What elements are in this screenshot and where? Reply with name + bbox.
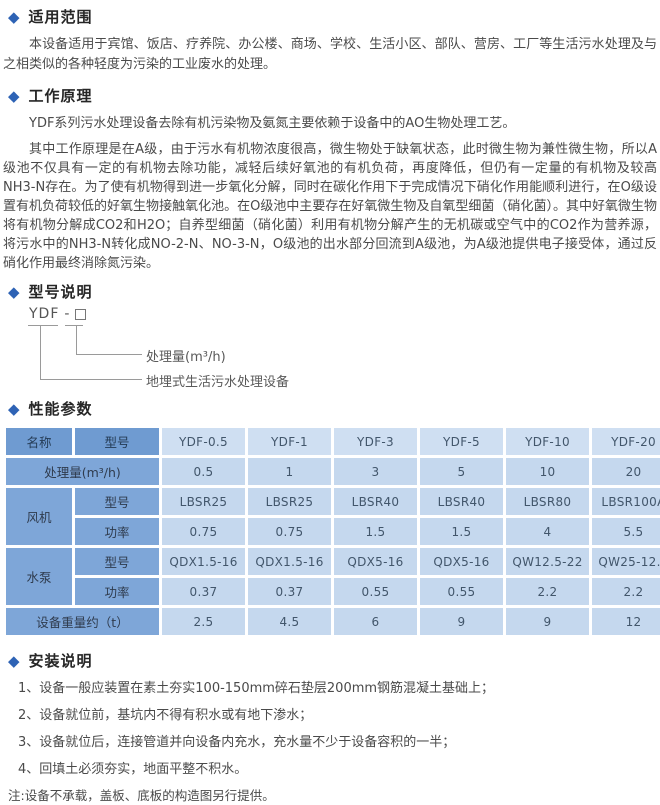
pump-power-value: 2.2 — [506, 578, 589, 605]
install-item: 3、设备就位后，连接管道并向设备内充水，充水量不少于设备容积的一半； — [18, 735, 456, 750]
section-title: 工作原理 — [28, 87, 93, 105]
capacity-value: 5 — [420, 458, 503, 485]
model-code: YDF - — [29, 306, 87, 322]
pump-model-value: QW12.5-22 — [506, 548, 589, 575]
pump-group-label: 水泵 — [6, 548, 72, 605]
capacity-value: 1 — [248, 458, 331, 485]
weight-value: 4.5 — [248, 608, 331, 635]
fan-power-label: 功率 — [75, 518, 159, 545]
pump-power-row: 功率 0.37 0.37 0.55 0.55 2.2 2.2 — [6, 578, 660, 605]
section-heading-install: ◆ 安装说明 — [3, 650, 657, 671]
model-column-header: YDF-1 — [248, 428, 331, 455]
fan-model-label: 型号 — [75, 488, 159, 515]
fan-model-row: 风机 型号 LBSR25 LBSR25 LBSR40 LBSR40 LBSR80… — [6, 488, 660, 545]
model-connector-line — [76, 325, 77, 354]
fan-model-value: LBSR25 — [162, 488, 245, 515]
model-connector-line — [76, 354, 142, 355]
capacity-value: 20 — [592, 458, 660, 485]
model-series: YDF — [29, 306, 60, 322]
corner-model-cell: 型号 — [75, 428, 159, 455]
pump-power-label: 功率 — [75, 578, 159, 605]
model-column-header: YDF-0.5 — [162, 428, 245, 455]
diamond-icon: ◆ — [8, 400, 20, 418]
model-column-header: YDF-3 — [334, 428, 417, 455]
fan-model-value: LBSR80 — [506, 488, 589, 515]
weight-row: 设备重量约（t） 2.5 4.5 6 9 9 12 — [6, 608, 660, 635]
model-capacity-label: 处理量(m³/h) — [146, 350, 226, 365]
section-title: 型号说明 — [28, 283, 93, 301]
model-diagram: YDF - 处理量(m³/h) 地埋式生活污水处理设备 — [3, 306, 657, 398]
model-underline-box — [65, 325, 83, 326]
section-heading-params: ◆ 性能参数 — [3, 398, 657, 419]
model-column-header: YDF-20 — [592, 428, 660, 455]
fan-model-value: LBSR100A — [592, 488, 660, 515]
performance-parameters-table: 名称 型号 YDF-0.5 YDF-1 YDF-3 YDF-5 YDF-10 Y… — [3, 425, 660, 638]
pump-power-value: 0.55 — [420, 578, 503, 605]
model-dash: - — [64, 306, 71, 322]
model-underline-series — [28, 325, 58, 326]
fan-power-value: 0.75 — [248, 518, 331, 545]
weight-value: 9 — [506, 608, 589, 635]
model-column-header: YDF-10 — [506, 428, 589, 455]
diamond-icon: ◆ — [8, 283, 20, 301]
section-heading-scope: ◆ 适用范围 — [3, 6, 657, 27]
capacity-value: 10 — [506, 458, 589, 485]
section-heading-principle: ◆ 工作原理 — [3, 85, 657, 106]
fan-power-row: 功率 0.75 0.75 1.5 1.5 4 5.5 — [6, 518, 660, 545]
weight-value: 6 — [334, 608, 417, 635]
fan-power-value: 0.75 — [162, 518, 245, 545]
fan-power-value: 1.5 — [334, 518, 417, 545]
section-title: 安装说明 — [28, 652, 93, 670]
scope-paragraph: 本设备适用于宾馆、饭店、疗养院、办公楼、商场、学校、生活小区、部队、营房、工厂等… — [3, 37, 657, 72]
pump-power-value: 0.55 — [334, 578, 417, 605]
model-connector-line — [40, 379, 142, 380]
pump-model-value: QDX1.5-16 — [162, 548, 245, 575]
pump-power-value: 2.2 — [592, 578, 660, 605]
pump-model-value: QDX1.5-16 — [248, 548, 331, 575]
pump-power-value: 0.37 — [248, 578, 331, 605]
model-column-header: YDF-5 — [420, 428, 503, 455]
corner-name-cell: 名称 — [6, 428, 72, 455]
fan-model-value: LBSR40 — [420, 488, 503, 515]
pump-model-value: QDX5-16 — [420, 548, 503, 575]
section-title: 性能参数 — [28, 400, 93, 418]
principle-detail-paragraph: 其中工作原理是在A级，由于污水有机物浓度很高，微生物处于缺氧状态，此时微生物为兼… — [3, 142, 657, 271]
model-series-label: 地埋式生活污水处理设备 — [146, 375, 290, 390]
pump-model-label: 型号 — [75, 548, 159, 575]
diamond-icon: ◆ — [8, 8, 20, 26]
pump-model-value: QW25-12.5 — [592, 548, 660, 575]
weight-row-label: 设备重量约（t） — [6, 608, 159, 635]
fan-power-value: 5.5 — [592, 518, 660, 545]
model-connector-line — [40, 325, 41, 379]
model-placeholder-box — [75, 308, 87, 320]
weight-value: 12 — [592, 608, 660, 635]
capacity-value: 3 — [334, 458, 417, 485]
install-item: 1、设备一般应装置在素土夯实100-150mm碎石垫层200mm钢筋混凝土基础上… — [18, 681, 495, 696]
fan-power-value: 4 — [506, 518, 589, 545]
table-header-row: 名称 型号 YDF-0.5 YDF-1 YDF-3 YDF-5 YDF-10 Y… — [6, 428, 660, 455]
install-item: 4、回填土必须夯实，地面平整不积水。 — [18, 762, 248, 777]
pump-model-row: 水泵 型号 QDX1.5-16 QDX1.5-16 QDX5-16 QDX5-1… — [6, 548, 660, 605]
diamond-icon: ◆ — [8, 87, 20, 105]
diamond-icon: ◆ — [8, 652, 20, 670]
pump-model-value: QDX5-16 — [334, 548, 417, 575]
section-heading-model: ◆ 型号说明 — [3, 281, 657, 302]
pump-power-value: 0.37 — [162, 578, 245, 605]
fan-model-value: LBSR40 — [334, 488, 417, 515]
capacity-value: 0.5 — [162, 458, 245, 485]
weight-value: 2.5 — [162, 608, 245, 635]
install-item: 2、设备就位前，基坑内不得有积水或有地下渗水； — [18, 708, 313, 723]
section-title: 适用范围 — [28, 8, 93, 26]
weight-value: 9 — [420, 608, 503, 635]
capacity-row-label: 处理量(m³/h) — [6, 458, 159, 485]
principle-intro-paragraph: YDF系列污水处理设备去除有机污染物及氨氮主要依赖于设备中的AO生物处理工艺。 — [29, 116, 516, 131]
fan-group-label: 风机 — [6, 488, 72, 545]
capacity-row: 处理量(m³/h) 0.5 1 3 5 10 20 — [6, 458, 660, 485]
fan-power-value: 1.5 — [420, 518, 503, 545]
fan-model-value: LBSR25 — [248, 488, 331, 515]
